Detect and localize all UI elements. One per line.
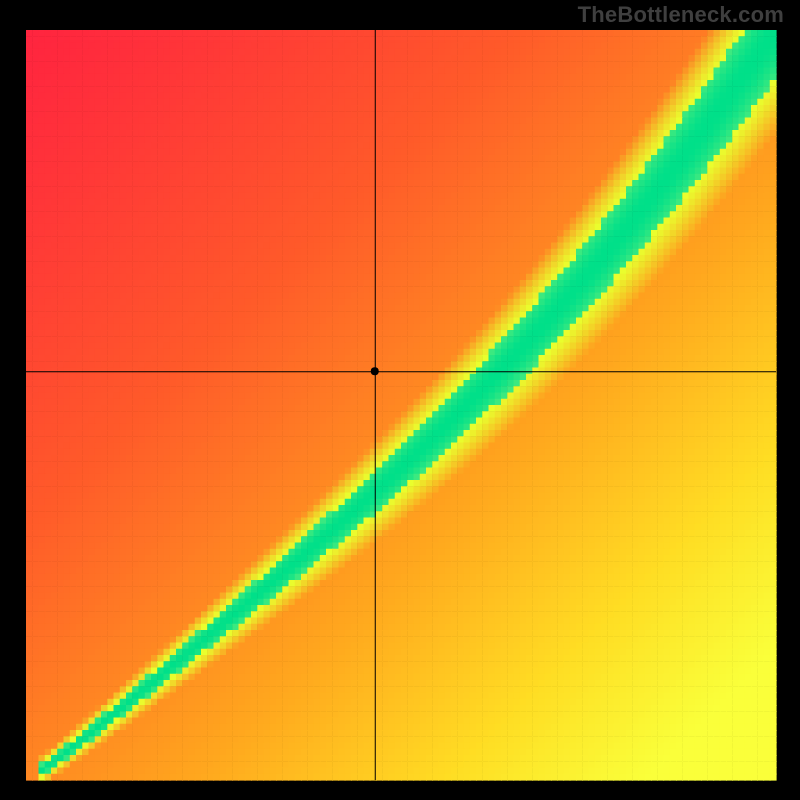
source-watermark: TheBottleneck.com [578,2,784,28]
chart-root: TheBottleneck.com [0,0,800,800]
heatmap-canvas [0,0,800,800]
